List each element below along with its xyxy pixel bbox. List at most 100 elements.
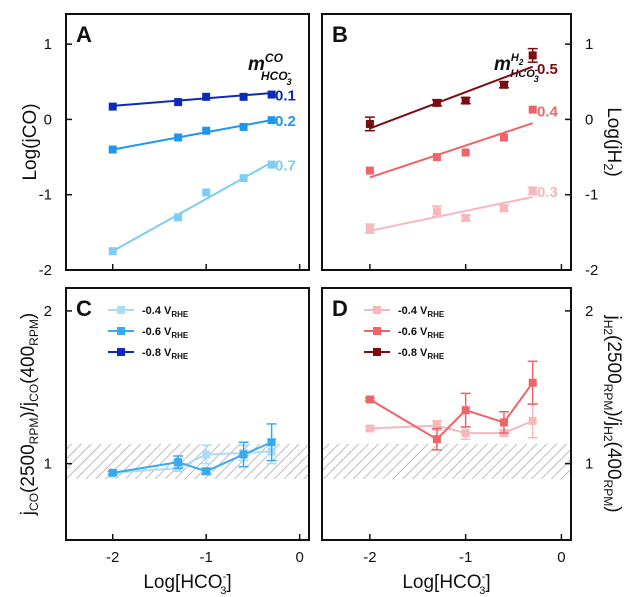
fit-line [369, 122, 534, 179]
legend: -0.4 VRHE -0.6 VRHE -0.8 VRHE [364, 305, 445, 361]
data-point [174, 98, 183, 107]
data-point [108, 247, 117, 256]
data-point [108, 102, 117, 111]
fit-line [112, 119, 272, 151]
legend-marker [117, 306, 125, 314]
data-point [499, 133, 508, 142]
series-line [369, 419, 534, 435]
data-point [528, 105, 537, 114]
panel-letter: A [76, 22, 92, 47]
data-point [461, 148, 470, 157]
series-0-7: 0.7 [108, 158, 296, 256]
x-tick-label: -1 [459, 549, 472, 566]
panel-letter: D [332, 296, 348, 321]
data-point [461, 96, 470, 105]
y-tick-label: 1 [44, 36, 52, 53]
data-point [461, 214, 470, 223]
y-axis-title: Log(jH2) [601, 107, 624, 177]
y-tick-label: -1 [39, 187, 52, 204]
x-tick-label: 0 [295, 549, 303, 566]
data-point [239, 174, 248, 183]
plot-frame [321, 13, 572, 271]
data-point [528, 186, 537, 195]
series-0-2: 0.2 [108, 113, 296, 154]
plot-frame [65, 13, 310, 271]
x-tick-label: -1 [200, 549, 213, 566]
data-point [267, 90, 276, 99]
legend-entry: -0.8 VRHE [398, 347, 445, 361]
data-point [108, 468, 117, 477]
legend-entry: -0.4 VRHE [398, 305, 445, 319]
y-tick-label: 1 [585, 456, 593, 473]
panel-letter: B [332, 22, 348, 47]
data-point [108, 145, 117, 154]
data-point [267, 116, 276, 125]
y-tick-label: 0 [44, 111, 52, 128]
series-label: 0.5 [537, 61, 558, 78]
y-tick-label: -2 [585, 262, 598, 279]
x-axis-title: Log[HCO-3] [402, 571, 490, 597]
data-point [365, 424, 374, 433]
legend-entry: -0.6 VRHE [142, 326, 189, 340]
data-point [239, 122, 248, 131]
legend-marker [117, 327, 125, 335]
data-point [365, 395, 374, 404]
legend-marker [373, 348, 381, 356]
reference-band [323, 443, 570, 479]
data-point [202, 450, 211, 459]
data-point [432, 435, 441, 444]
series-0-5: 0.5 [364, 47, 558, 132]
series--0-6-V [107, 423, 277, 477]
y-axis-title: jH2(2500RPM)/jH2(400RPM) [601, 314, 624, 512]
y-tick-label: 1 [585, 36, 593, 53]
data-point [365, 166, 374, 175]
legend-entry: -0.8 VRHE [142, 347, 189, 361]
data-point [528, 51, 537, 60]
fit-line [369, 65, 534, 130]
series--0-6-V [364, 360, 538, 451]
legend: -0.4 VRHE -0.6 VRHE -0.8 VRHE [108, 305, 189, 361]
data-point [202, 188, 211, 197]
series--0-4-V [364, 403, 538, 440]
y-axis-title: Log(jCO) [20, 103, 41, 180]
series-label: 0.4 [537, 103, 559, 120]
data-point [461, 406, 470, 415]
panel-d: 1 2 -2 -1 0 Log[HCO-3] D jH2(2500RPM)/jH2(400RP… [321, 287, 624, 597]
series-0-1: 0.1 [108, 88, 296, 111]
panel-c: 1 2 -2 -1 0 Log[HCO-3] CjCO(2500RPM)/jCO(400RP… [18, 287, 310, 597]
panel-b: -2 -1 0 1 B Log(jH2) mH2 HCO-30.5 0.4 0.3 [321, 13, 624, 279]
y-axis-title: jCO(2500RPM)/jCO(400RPM) [18, 313, 41, 516]
data-point [432, 98, 441, 107]
data-point [528, 416, 537, 425]
fit-line [369, 195, 533, 232]
series-label: 0.1 [275, 88, 296, 105]
m-label: mCO HCO-3 [248, 51, 292, 87]
data-point [267, 438, 276, 447]
data-point [528, 378, 537, 387]
data-point [432, 153, 441, 162]
m-label: mH2 HCO-3 [494, 52, 539, 84]
data-point [365, 119, 374, 128]
data-point [499, 418, 508, 427]
fit-line [112, 161, 273, 253]
data-point [202, 126, 211, 135]
data-point [239, 450, 248, 459]
x-tick-label: -2 [363, 549, 376, 566]
data-point [499, 204, 508, 213]
data-point [365, 224, 374, 233]
data-point [432, 421, 441, 430]
panel-a: -2 -1 0 1 A Log(jCO) mCO HCO-30.1 0.2 0.7 [20, 13, 310, 279]
data-point [461, 429, 470, 438]
y-tick-label: 2 [585, 303, 593, 320]
x-axis-title: Log[HCO-3] [143, 571, 231, 597]
y-tick-label: 2 [44, 303, 52, 320]
series-label: 0.7 [275, 158, 296, 175]
legend-entry: -0.6 VRHE [398, 326, 445, 340]
series-0-3: 0.3 [364, 184, 558, 234]
legend-marker [373, 306, 381, 314]
x-tick-label: -2 [106, 549, 119, 566]
data-point [432, 207, 441, 216]
y-tick-label: 1 [44, 456, 52, 473]
data-point [174, 213, 183, 222]
